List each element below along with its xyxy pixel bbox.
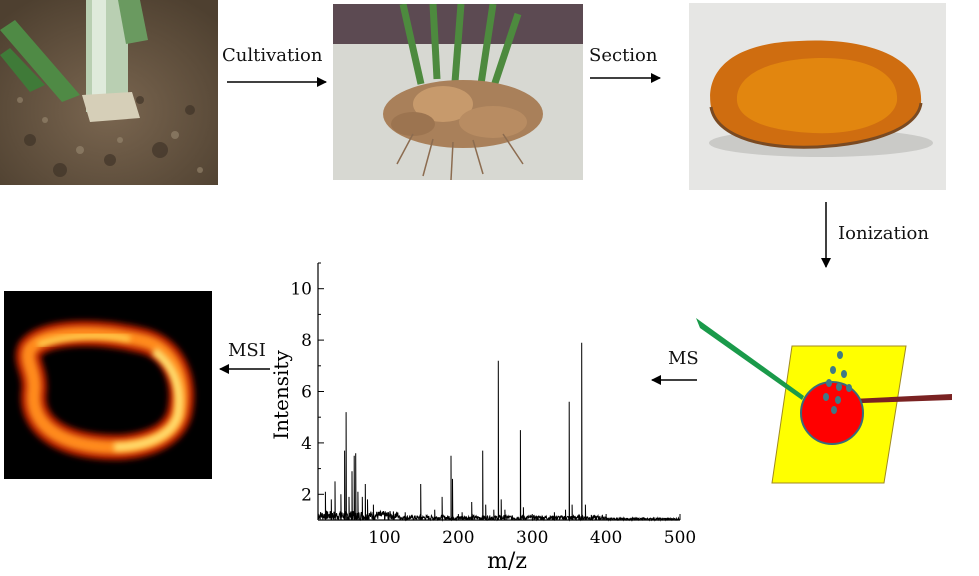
ionization-label: Ionization [838, 223, 929, 244]
x-tick-label: 200 [442, 528, 474, 548]
x-tick-label: 500 [664, 528, 696, 548]
x-tick-label: 400 [590, 528, 622, 548]
msi-image [4, 291, 212, 479]
ms-label: MS [668, 348, 699, 369]
mass-spectrum-chart: 2 4 6 8 10 100 200 300 400 500 Intensity m/z [269, 262, 696, 573]
x-tick-label: 300 [516, 528, 548, 548]
y-tick-label: 8 [301, 331, 312, 351]
spectrum-trace [317, 342, 681, 522]
x-axis-label: m/z [487, 549, 527, 573]
y-tick-label: 6 [301, 383, 312, 403]
section-label: Section [589, 45, 658, 66]
msi-label: MSI [228, 340, 266, 361]
y-tick-label: 4 [301, 434, 312, 454]
cultivation-label: Cultivation [222, 45, 323, 66]
x-tick-label: 100 [368, 528, 400, 548]
slice-photo [689, 3, 946, 190]
y-tick-label: 10 [290, 280, 312, 300]
ionization-schematic [692, 312, 979, 492]
rhizome-photo [333, 4, 583, 180]
y-axis-label: Intensity [269, 350, 293, 440]
y-tick-label: 2 [301, 485, 312, 505]
seedling-photo [0, 0, 218, 185]
